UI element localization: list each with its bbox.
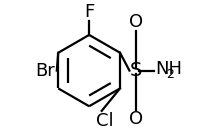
Text: 2: 2 bbox=[166, 68, 174, 81]
Text: Br: Br bbox=[35, 62, 55, 80]
Text: O: O bbox=[129, 13, 143, 31]
Text: Cl: Cl bbox=[96, 112, 114, 130]
Text: F: F bbox=[84, 3, 94, 21]
Text: S: S bbox=[130, 61, 142, 80]
Text: NH: NH bbox=[155, 60, 182, 78]
Text: O: O bbox=[129, 110, 143, 128]
